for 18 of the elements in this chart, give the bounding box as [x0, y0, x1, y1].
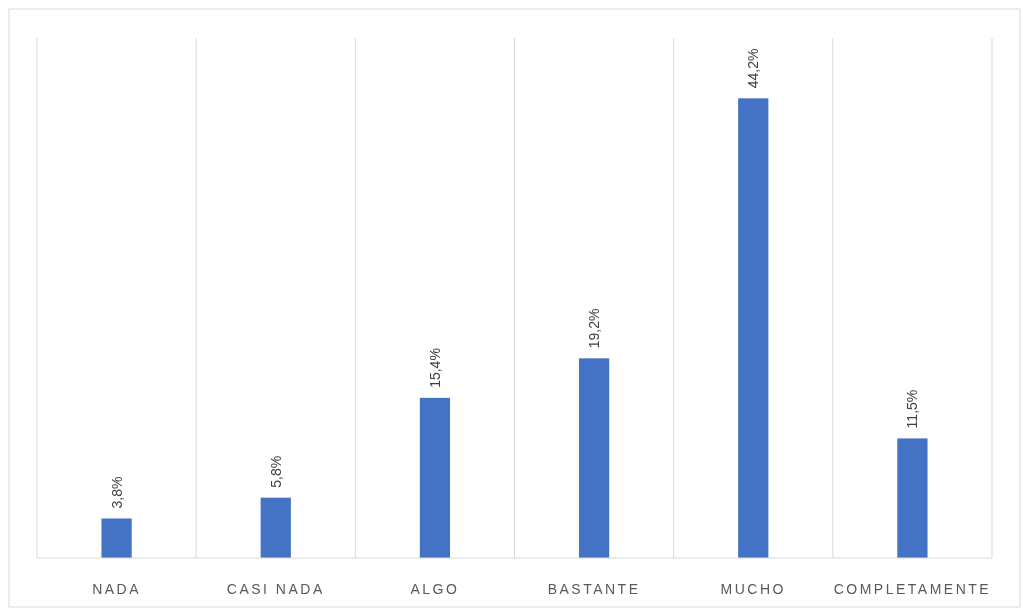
data-label: 44,2% — [745, 48, 762, 89]
bar — [101, 518, 132, 558]
data-label: 3,8% — [108, 476, 125, 509]
x-tick-label: ALGO — [410, 581, 460, 597]
bar — [738, 98, 769, 558]
bar — [260, 497, 291, 558]
data-label: 15,4% — [426, 348, 443, 388]
data-label: 5,8% — [267, 455, 284, 488]
x-tick-label: COMPLETAMENTE — [833, 581, 992, 597]
data-label: 19,2% — [586, 308, 603, 349]
bar — [578, 358, 610, 558]
x-tick-label: MUCHO — [720, 581, 786, 597]
x-tick-label: BASTANTE — [547, 581, 641, 597]
data-label: 11,5% — [904, 389, 921, 429]
x-tick-label: CASI NADA — [226, 581, 325, 597]
bar — [419, 397, 451, 558]
bar — [897, 438, 928, 558]
x-tick-label: NADA — [92, 581, 142, 597]
